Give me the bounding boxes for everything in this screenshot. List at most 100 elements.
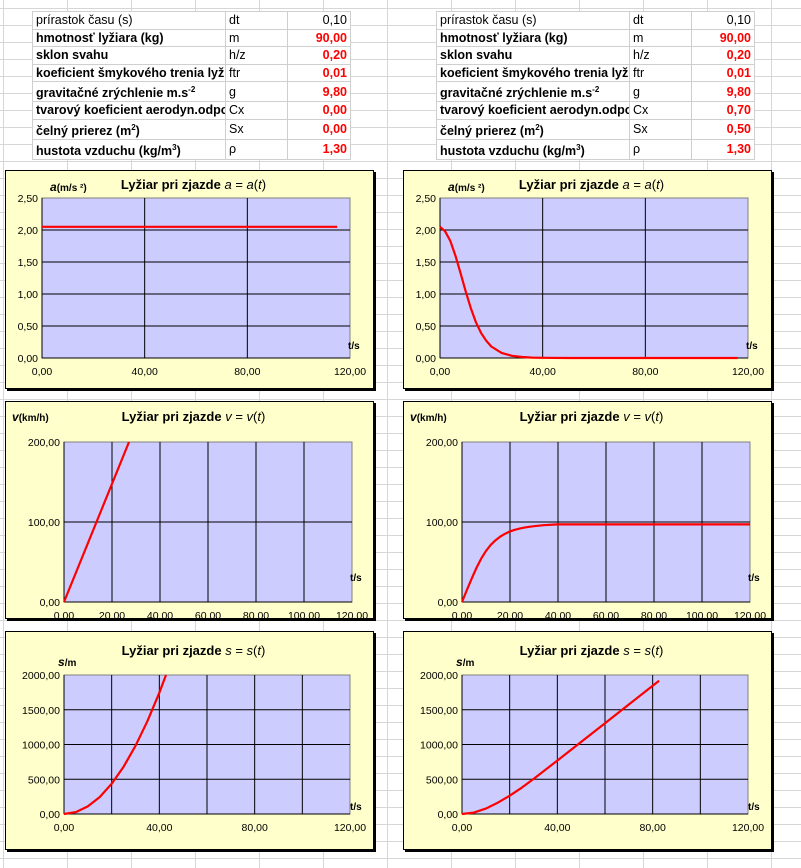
x-tick-label: 0,00 xyxy=(54,822,75,834)
param-label[interactable]: gravitačné zrýchlenie m.s-2 xyxy=(32,80,226,103)
chart-panel-accel-left[interactable]: 0,00 0,50 1,00 1,50 2,00 2,50 0,00 40,00 80,00 12… xyxy=(5,170,374,389)
param-label[interactable]: prírastok času (s) xyxy=(32,11,226,30)
y-axis-label: a(m/s ²) xyxy=(50,180,87,194)
param-symbol[interactable]: ftr xyxy=(629,63,692,82)
param-symbol[interactable]: Cx xyxy=(225,101,288,120)
x-tick-label: 80,00 xyxy=(234,366,260,378)
param-symbol[interactable]: ftr xyxy=(225,63,288,82)
series-line xyxy=(439,225,738,360)
x-tick-label: 120,00 xyxy=(732,822,764,834)
param-label[interactable]: tvarový koeficient aerodyn.odporu xyxy=(436,101,630,120)
y-tick-label: 2000,00 xyxy=(22,670,60,682)
chart-title: Lyžiar pri zjazde a = a(t) xyxy=(519,177,664,192)
param-symbol[interactable]: h/z xyxy=(225,46,288,65)
y-tick-label: 1500,00 xyxy=(22,705,60,717)
x-tick-label: 80,00 xyxy=(632,366,658,378)
x-tick-label: 80,00 xyxy=(242,822,268,834)
param-value[interactable]: 1,30 xyxy=(287,138,351,160)
param-value[interactable]: 0,70 xyxy=(691,101,755,120)
y-tick-label: 2000,00 xyxy=(420,670,458,682)
y-tick-label: 100,00 xyxy=(28,517,60,529)
param-symbol[interactable]: h/z xyxy=(629,46,692,65)
param-label[interactable]: čelný prierez (m2) xyxy=(436,118,630,140)
chart-title: Lyžiar pri zjazde v = v(t) xyxy=(122,409,266,424)
param-row: tvarový koeficient aerodyn.odporu Cx 0,70 xyxy=(436,101,755,120)
param-label[interactable]: hustota vzduchu (kg/m3) xyxy=(436,138,630,160)
y-tick-label: 2,00 xyxy=(416,225,437,237)
param-value[interactable]: 1,30 xyxy=(691,138,755,160)
param-value[interactable]: 0,00 xyxy=(287,101,351,120)
param-symbol[interactable]: dt xyxy=(225,11,288,30)
param-value[interactable]: 0,20 xyxy=(691,46,755,65)
param-value[interactable]: 9,80 xyxy=(691,80,755,103)
y-tick-label: 1,00 xyxy=(18,289,39,301)
chart-panel-distance-left[interactable]: 0,00 500,00 1000,00 1500,00 2000,00 0,00 40,00… xyxy=(5,631,374,850)
y-tick-label: 0,00 xyxy=(18,353,39,365)
chart-panel-velocity-left[interactable]: 0,00 100,00 200,00 0,00 20,00 40,00 60,00 80,00… xyxy=(5,401,374,622)
param-label[interactable]: hustota vzduchu (kg/m3) xyxy=(32,138,226,160)
param-label[interactable]: gravitačné zrýchlenie m.s-2 xyxy=(436,80,630,103)
param-symbol[interactable]: Sx xyxy=(225,118,288,140)
param-symbol[interactable]: m xyxy=(629,28,692,47)
chart-panel-distance-right[interactable]: 0,00 500,00 1000,00 1500,00 2000,00 0,00 40,00… xyxy=(403,631,772,850)
y-tick-label: 2,00 xyxy=(18,225,39,237)
x-axis-label: t/s xyxy=(746,341,758,352)
chart-title: Lyžiar pri zjazde a = a(t) xyxy=(121,177,266,192)
y-tick-label: 0,50 xyxy=(416,321,437,333)
chart-title: Lyžiar pri zjazde v = v(t) xyxy=(520,409,664,424)
x-tick-label: 120,00 xyxy=(732,366,764,378)
param-label[interactable]: koeficient šmykového trenia lyží xyxy=(436,63,630,82)
param-label[interactable]: hmotnosť lyžiara (kg) xyxy=(32,28,226,47)
y-axis-label: v(km/h) xyxy=(12,410,49,424)
param-value[interactable]: 90,00 xyxy=(287,28,351,47)
param-value[interactable]: 0,10 xyxy=(287,11,351,30)
param-label[interactable]: sklon svahu xyxy=(32,46,226,65)
x-tick-label: 40,00 xyxy=(132,366,158,378)
param-value[interactable]: 0,00 xyxy=(287,118,351,140)
y-tick-label: 2,50 xyxy=(18,193,39,205)
param-value[interactable]: 0,01 xyxy=(691,63,755,82)
param-symbol[interactable]: g xyxy=(629,80,692,103)
param-label[interactable]: prírastok času (s) xyxy=(436,11,630,30)
param-value[interactable]: 90,00 xyxy=(691,28,755,47)
param-value[interactable]: 0,20 xyxy=(287,46,351,65)
param-value[interactable]: 0,01 xyxy=(287,63,351,82)
chart-accel-right: 0,00 0,50 1,00 1,50 2,00 2,50 0,00 40,00 80,00 12… xyxy=(416,177,765,378)
param-row: sklon svahu h/z 0,20 xyxy=(436,46,755,65)
param-symbol[interactable]: Sx xyxy=(629,118,692,140)
y-tick-label: 0,50 xyxy=(18,321,39,333)
param-row: koeficient šmykového trenia lyží ftr 0,01 xyxy=(32,63,351,82)
chart-distance-right: 0,00 500,00 1000,00 1500,00 2000,00 0,00 40,00… xyxy=(420,643,764,834)
y-tick-label: 1000,00 xyxy=(22,740,60,752)
x-axis-label: t/s xyxy=(350,573,362,584)
param-symbol[interactable]: ρ xyxy=(629,138,692,160)
plot-area xyxy=(41,197,351,359)
param-label[interactable]: koeficient šmykového trenia lyží xyxy=(32,63,226,82)
param-symbol[interactable]: g xyxy=(225,80,288,103)
x-axis-label: t/s xyxy=(748,802,760,813)
x-tick-label: 100,00 xyxy=(288,610,320,622)
param-value[interactable]: 0,10 xyxy=(691,11,755,30)
x-tick-label: 0,00 xyxy=(32,366,53,378)
param-symbol[interactable]: m xyxy=(225,28,288,47)
param-label[interactable]: hmotnosť lyžiara (kg) xyxy=(436,28,630,47)
param-symbol[interactable]: Cx xyxy=(629,101,692,120)
chart-panel-accel-right[interactable]: 0,00 0,50 1,00 1,50 2,00 2,50 0,00 40,00 80,00 12… xyxy=(403,170,772,389)
param-symbol[interactable]: ρ xyxy=(225,138,288,160)
param-label[interactable]: čelný prierez (m2) xyxy=(32,118,226,140)
param-value[interactable]: 0,50 xyxy=(691,118,755,140)
x-tick-label: 120,00 xyxy=(336,610,368,622)
x-tick-label: 40,00 xyxy=(545,610,571,622)
y-tick-label: 1,00 xyxy=(416,289,437,301)
x-tick-label: 60,00 xyxy=(195,610,221,622)
param-label[interactable]: sklon svahu xyxy=(436,46,630,65)
y-tick-label: 500,00 xyxy=(28,774,60,786)
param-symbol[interactable]: dt xyxy=(629,11,692,30)
param-row: gravitačné zrýchlenie m.s-2 g 9,80 xyxy=(32,80,351,103)
param-label[interactable]: tvarový koeficient aerodyn.odporu xyxy=(32,101,226,120)
y-tick-label: 0,00 xyxy=(438,809,459,821)
x-tick-label: 20,00 xyxy=(497,610,523,622)
param-value[interactable]: 9,80 xyxy=(287,80,351,103)
x-axis-label: t/s xyxy=(350,802,362,813)
chart-panel-velocity-right[interactable]: 0,00 100,00 200,00 0,00 20,00 40,00 60,00 80,00… xyxy=(403,401,772,622)
